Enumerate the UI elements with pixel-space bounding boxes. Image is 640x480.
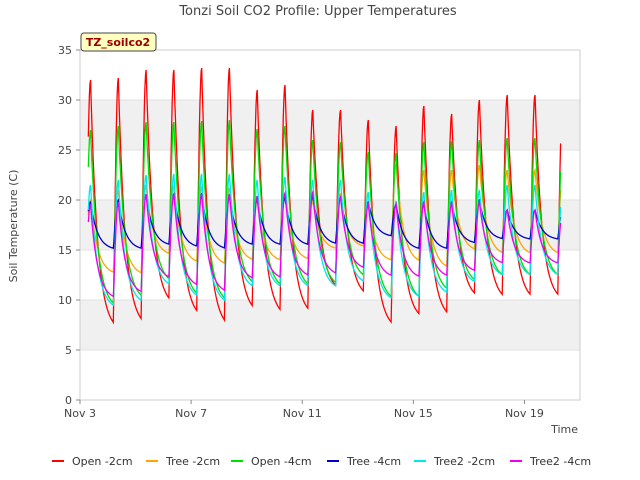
y-tick-label: 35	[58, 44, 72, 57]
x-tick-label: Nov 7	[175, 407, 207, 420]
series-line	[87, 189, 562, 298]
legend-label: Open -4cm	[251, 455, 312, 468]
legend-item: Open -2cm	[52, 455, 133, 468]
y-tick-label: 10	[58, 294, 72, 307]
chart-title: Tonzi Soil CO2 Profile: Upper Temperatur…	[178, 4, 457, 19]
x-axis-label: Time	[550, 423, 578, 436]
legend-item: Tree2 -2cm	[414, 455, 495, 468]
x-tick-label: Nov 19	[505, 407, 544, 420]
legend-label: Tree2 -4cm	[529, 455, 591, 468]
x-tick-label: Nov 15	[394, 407, 433, 420]
plot-frame	[79, 49, 581, 401]
legend-label: Open -2cm	[72, 455, 133, 468]
x-tick-label: Nov 3	[64, 407, 96, 420]
site-label: TZ_soilco2	[86, 36, 150, 49]
grid-band	[80, 300, 580, 350]
y-tick-label: 30	[58, 94, 72, 107]
legend-item: Tree -4cm	[327, 455, 401, 468]
series-line	[87, 163, 562, 274]
y-axis-label: Soil Temperature (C)	[7, 170, 20, 283]
y-tick-label: 25	[58, 144, 72, 157]
site-label-box: TZ_soilco2	[80, 32, 157, 52]
grid-band	[80, 100, 580, 150]
legend-label: Tree2 -2cm	[433, 455, 495, 468]
legend-label: Tree -2cm	[165, 455, 220, 468]
y-tick-label: 15	[58, 244, 72, 257]
y-tick-label: 5	[65, 344, 72, 357]
legend-item: Tree -2cm	[146, 455, 220, 468]
y-tick-label: 20	[58, 194, 72, 207]
legend-item: Open -4cm	[231, 455, 312, 468]
legend-label: Tree -4cm	[346, 455, 401, 468]
series-line	[87, 173, 562, 307]
legend-item: Tree2 -4cm	[510, 455, 591, 468]
x-tick-label: Nov 11	[283, 407, 322, 420]
y-tick-label: 0	[65, 394, 72, 407]
